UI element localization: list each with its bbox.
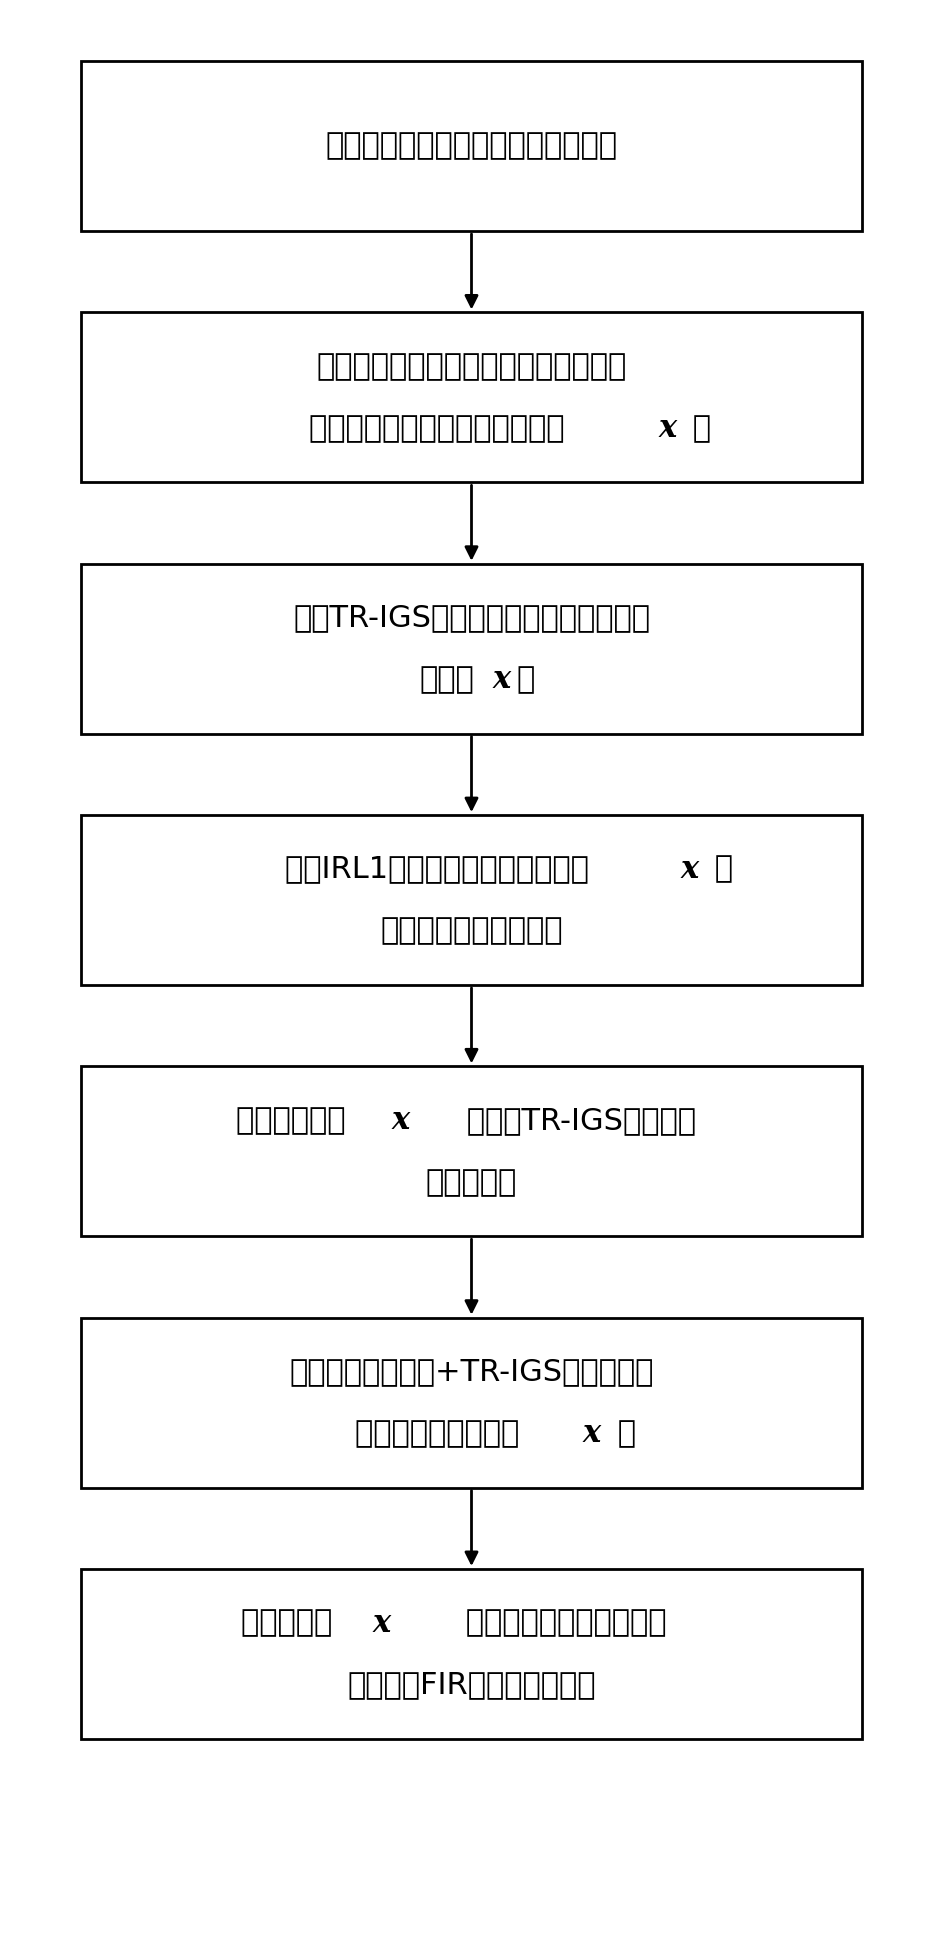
Text: 分离二维FIR滤波器的设计。: 分离二维FIR滤波器的设计。	[347, 1671, 596, 1700]
Text: 获得最终的: 获得最终的	[240, 1608, 341, 1637]
FancyBboxPatch shape	[81, 1067, 862, 1236]
Text: x: x	[658, 413, 676, 444]
Text: 再次用TR-IGS技术进行: 再次用TR-IGS技术进行	[457, 1106, 696, 1135]
Text: x: x	[391, 1104, 409, 1135]
FancyBboxPatch shape	[81, 312, 862, 483]
FancyBboxPatch shape	[81, 1318, 862, 1488]
Text: x: x	[372, 1608, 390, 1639]
Text: x: x	[492, 664, 511, 695]
FancyBboxPatch shape	[81, 565, 862, 734]
FancyBboxPatch shape	[81, 1569, 862, 1739]
Text: ，: ，	[705, 855, 733, 884]
FancyBboxPatch shape	[81, 60, 862, 232]
FancyBboxPatch shape	[81, 816, 862, 985]
Text: 。: 。	[607, 1419, 636, 1449]
Text: 数向量: 数向量	[420, 666, 474, 695]
Text: 根据滤波器参数，设计出原型滤波器，: 根据滤波器参数，设计出原型滤波器，	[316, 352, 627, 382]
Text: 使用TR-IGS技术优化原型滤波器中的系: 使用TR-IGS技术优化原型滤波器中的系	[293, 604, 650, 633]
Text: 根据设计要求，确定滤波器的参数。: 根据设计要求，确定滤波器的参数。	[325, 132, 618, 162]
Text: 。: 。	[683, 415, 711, 442]
Text: 。: 。	[517, 666, 535, 695]
Text: 以获得更多稀疏系数。: 以获得更多稀疏系数。	[380, 917, 563, 946]
Text: 设计IRL1算法稀疏优化上步得到的: 设计IRL1算法稀疏优化上步得到的	[285, 855, 599, 884]
Text: ，完成具有稀疏系数的可: ，完成具有稀疏系数的可	[456, 1608, 667, 1637]
Text: 对上步得到的: 对上步得到的	[236, 1106, 356, 1135]
Text: 使用贪婪搜索算法+TR-IGS技术进一步: 使用贪婪搜索算法+TR-IGS技术进一步	[290, 1357, 653, 1386]
Text: 系数优化。: 系数优化。	[426, 1168, 517, 1197]
Text: x: x	[583, 1417, 601, 1449]
Text: 并记此时的滤波器系数向量记为: 并记此时的滤波器系数向量记为	[309, 415, 574, 442]
Text: x: x	[681, 853, 699, 884]
Text: 稀疏优化上步得到的: 稀疏优化上步得到的	[355, 1419, 529, 1449]
